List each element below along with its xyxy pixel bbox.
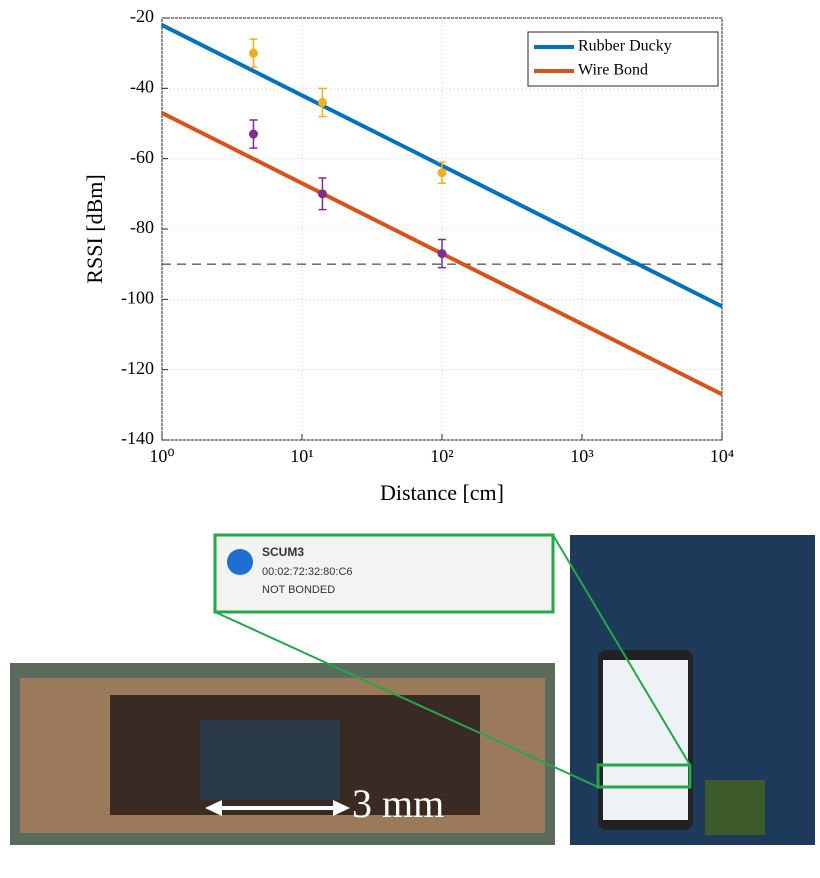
- x-tick-label: 10¹: [290, 446, 313, 466]
- y-tick-label: -80: [130, 217, 154, 237]
- x-tick-label: 10⁴: [710, 446, 734, 466]
- arrow-head: [333, 800, 350, 816]
- zoom-line: [552, 534, 691, 766]
- device-name: SCUM3: [262, 545, 304, 559]
- data-point: [317, 97, 327, 107]
- y-tick-label: -120: [121, 358, 154, 378]
- y-axis-label: RSSI [dBm]: [82, 174, 107, 283]
- zoom-line: [214, 611, 599, 788]
- y-tick-label: -60: [130, 147, 154, 167]
- x-axis-label: Distance [cm]: [380, 480, 504, 505]
- device-status: NOT BONDED: [262, 584, 335, 596]
- data-point: [437, 249, 447, 259]
- scale-label: 3 mm: [352, 781, 444, 826]
- data-point: [437, 168, 447, 178]
- board: [705, 780, 765, 835]
- data-point: [248, 129, 258, 139]
- device-address: 00:02:72:32:80:C6: [262, 566, 353, 578]
- phone-screen: [603, 660, 688, 820]
- legend: [527, 31, 719, 87]
- y-tick-label: -140: [121, 428, 154, 448]
- legend-label: Rubber Ducky: [578, 38, 672, 55]
- y-tick-label: -20: [130, 6, 154, 26]
- bluetooth-icon: [227, 549, 253, 575]
- legend-label: Wire Bond: [578, 62, 648, 79]
- zoom-box: [596, 763, 692, 789]
- arrow-head: [205, 800, 222, 816]
- x-tick-label: 10⁰: [149, 446, 174, 466]
- data-point: [317, 189, 327, 199]
- data-point: [248, 48, 258, 58]
- callout: [213, 533, 555, 614]
- y-tick-label: -40: [130, 76, 154, 96]
- chip-die: [200, 720, 340, 800]
- y-tick-label: -100: [121, 287, 154, 307]
- x-tick-label: 10³: [570, 446, 594, 466]
- x-tick-label: 10²: [430, 446, 453, 466]
